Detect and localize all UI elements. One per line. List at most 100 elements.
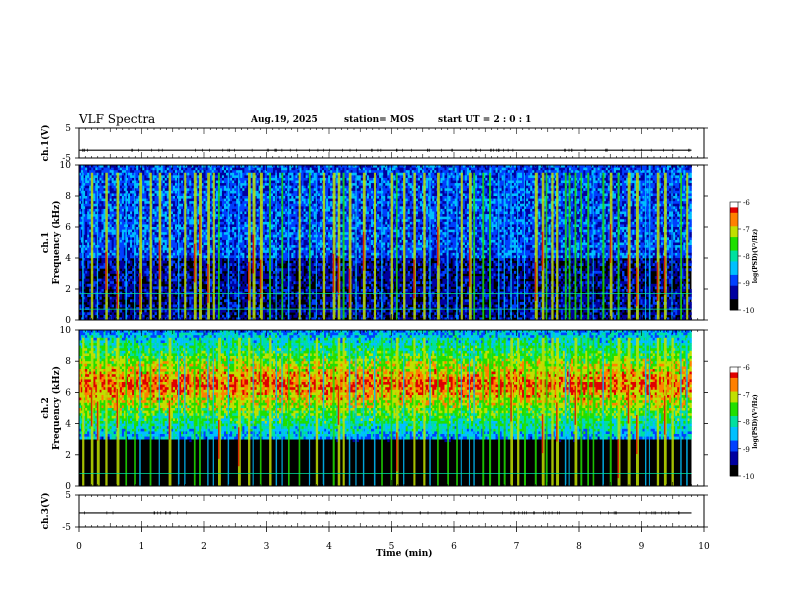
psd-cell: [265, 276, 267, 279]
psd-cell: [122, 253, 124, 256]
psd-cell: [181, 243, 183, 246]
psd-cell: [155, 204, 157, 207]
psd-cell: [220, 222, 222, 225]
psd-cell: [181, 253, 183, 256]
psd-cell: [267, 312, 269, 315]
psd-cell: [210, 206, 212, 209]
psd-cell: [122, 214, 124, 217]
psd-cell: [210, 294, 212, 297]
psd-cell: [273, 170, 275, 173]
psd-cell: [210, 243, 212, 246]
psd-cell: [120, 253, 122, 256]
psd-cell: [240, 214, 242, 217]
psd-cell: [216, 253, 218, 256]
psd-cell: [257, 271, 259, 274]
psd-cell: [210, 224, 212, 227]
psd-cell: [230, 240, 232, 243]
psd-cell: [222, 248, 224, 251]
psd-cell: [157, 286, 159, 289]
psd-cell: [163, 253, 165, 256]
psd-cell: [234, 237, 236, 240]
psd-cell: [267, 240, 269, 243]
psd-cell: [189, 268, 191, 271]
psd-cell: [155, 219, 157, 222]
psd-cell: [265, 289, 267, 292]
psd-cell: [230, 276, 232, 279]
psd-cell: [187, 214, 189, 217]
psd-cell: [242, 248, 244, 251]
psd-cell: [187, 276, 189, 279]
psd-cell: [173, 250, 175, 253]
psd-cell: [204, 201, 206, 204]
psd-cell: [191, 206, 193, 209]
psd-cell: [173, 286, 175, 289]
psd-cell: [220, 193, 222, 196]
psd-cell: [146, 196, 148, 199]
psd-cell: [146, 222, 148, 225]
psd-cell: [165, 175, 167, 178]
psd-cell: [240, 315, 242, 318]
psd-cell: [146, 240, 148, 243]
psd-cell: [210, 188, 212, 191]
psd-cell: [122, 232, 124, 235]
psd-cell: [232, 274, 234, 277]
psd-cell: [108, 209, 110, 212]
psd-cell: [136, 173, 138, 176]
psd-cell: [146, 199, 148, 202]
psd-cell: [263, 196, 265, 199]
psd-cell: [175, 250, 177, 253]
psd-cell: [171, 178, 173, 181]
psd-cell: [273, 232, 275, 235]
psd-cell: [204, 175, 206, 178]
psd-cell: [144, 235, 146, 238]
psd-cell: [232, 255, 234, 258]
psd-cell: [204, 219, 206, 222]
psd-cell: [130, 217, 132, 220]
psd-cell: [273, 217, 275, 220]
psd-cell: [277, 243, 279, 246]
psd-cell: [224, 209, 226, 212]
psd-cell: [222, 178, 224, 181]
psd-cell: [146, 217, 148, 220]
psd-cell: [187, 271, 189, 274]
psd-cell: [122, 286, 124, 289]
psd-cell: [122, 168, 124, 171]
psd-cell: [187, 266, 189, 269]
psd-cell: [93, 281, 95, 284]
psd-cell: [153, 212, 155, 215]
psd-cell: [93, 199, 95, 202]
psd-cell: [110, 196, 112, 199]
psd-cell: [271, 315, 273, 318]
psd-cell: [122, 281, 124, 284]
psd-cell: [85, 235, 87, 238]
psd-cell: [153, 235, 155, 238]
psd-cell: [271, 258, 273, 261]
psd-cell: [142, 274, 144, 277]
psd-cell: [240, 222, 242, 225]
psd-cell: [175, 235, 177, 238]
psd-cell: [146, 258, 148, 261]
psd-cell: [232, 196, 234, 199]
psd-cell: [271, 214, 273, 217]
psd-cell: [128, 289, 130, 292]
psd-cell: [85, 232, 87, 235]
psd-cell: [271, 193, 273, 196]
psd-cell: [222, 237, 224, 240]
psd-cell: [267, 237, 269, 240]
psd-cell: [132, 168, 134, 171]
psd-cell: [142, 253, 144, 256]
psd-cell: [181, 255, 183, 258]
psd-cell: [114, 186, 116, 189]
psd-cell: [155, 173, 157, 176]
psd-cell: [112, 305, 114, 308]
psd-cell: [175, 232, 177, 235]
psd-cell: [181, 310, 183, 313]
psd-cell: [155, 196, 157, 199]
psd-cell: [87, 235, 89, 238]
psd-cell: [220, 310, 222, 313]
psd-cell: [187, 186, 189, 189]
psd-cell: [114, 310, 116, 313]
psd-cell: [175, 245, 177, 248]
psd-cell: [144, 227, 146, 230]
psd-cell: [277, 237, 279, 240]
